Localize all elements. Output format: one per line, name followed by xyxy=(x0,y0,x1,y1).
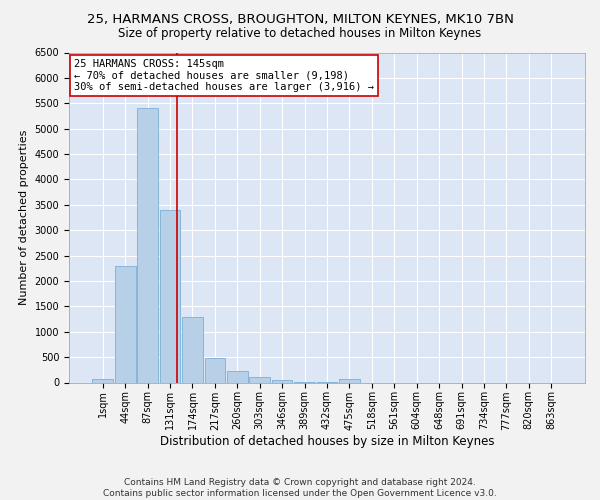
Bar xyxy=(182,316,203,382)
Bar xyxy=(339,380,360,382)
X-axis label: Distribution of detached houses by size in Milton Keynes: Distribution of detached houses by size … xyxy=(160,435,494,448)
Bar xyxy=(227,372,248,382)
Bar xyxy=(160,210,181,382)
Bar xyxy=(137,108,158,382)
Bar xyxy=(250,378,270,382)
Text: Contains HM Land Registry data © Crown copyright and database right 2024.
Contai: Contains HM Land Registry data © Crown c… xyxy=(103,478,497,498)
Y-axis label: Number of detached properties: Number of detached properties xyxy=(19,130,29,305)
Bar xyxy=(272,380,292,382)
Text: 25, HARMANS CROSS, BROUGHTON, MILTON KEYNES, MK10 7BN: 25, HARMANS CROSS, BROUGHTON, MILTON KEY… xyxy=(86,12,514,26)
Text: Size of property relative to detached houses in Milton Keynes: Size of property relative to detached ho… xyxy=(118,28,482,40)
Bar xyxy=(205,358,225,382)
Text: 25 HARMANS CROSS: 145sqm
← 70% of detached houses are smaller (9,198)
30% of sem: 25 HARMANS CROSS: 145sqm ← 70% of detach… xyxy=(74,59,374,92)
Bar xyxy=(115,266,136,382)
Bar xyxy=(92,379,113,382)
